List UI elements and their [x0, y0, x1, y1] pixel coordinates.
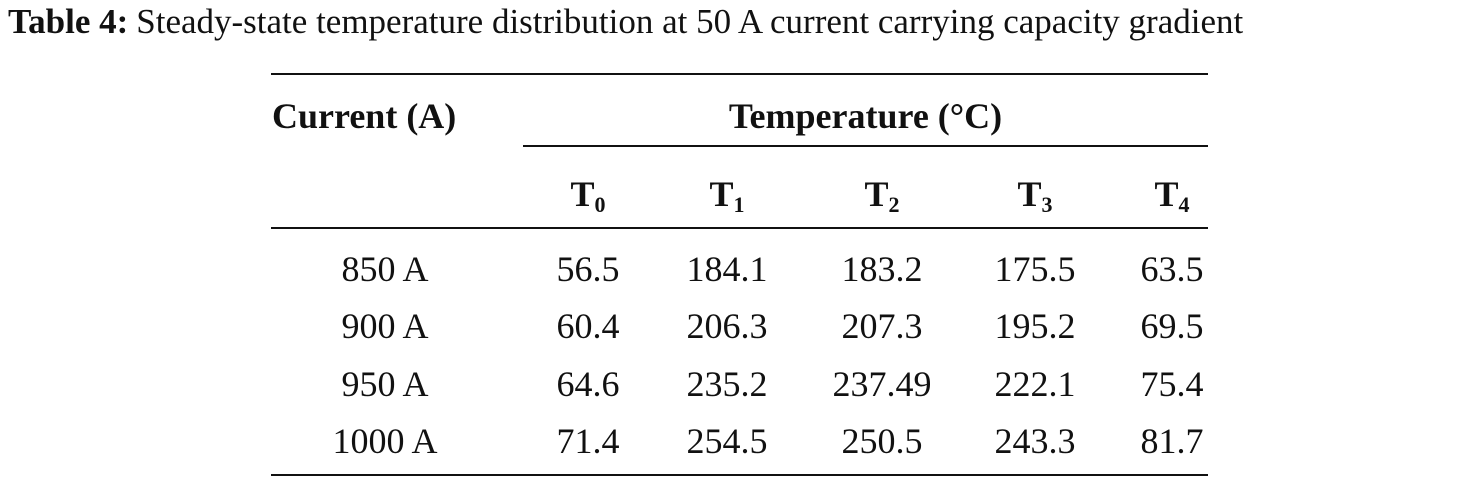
header-rule	[271, 227, 1208, 229]
column-header: T0	[570, 174, 606, 217]
table-cell: 64.6	[556, 364, 620, 404]
table-cell: 81.7	[1140, 421, 1204, 461]
row-header: Current (A)	[272, 96, 457, 136]
table-cell: 183.2	[841, 249, 923, 289]
table-cell: 184.1	[686, 249, 768, 289]
table-cell: 207.3	[841, 306, 923, 346]
table-cell: 243.3	[994, 421, 1076, 461]
table-cell: 235.2	[686, 364, 768, 404]
table-cell: 206.3	[686, 306, 768, 346]
caption-label: Table 4:	[8, 2, 129, 41]
group-rule	[523, 145, 1208, 147]
current-cell: 850 A	[341, 249, 429, 289]
table-cell: 56.5	[556, 249, 620, 289]
column-header: T1	[709, 174, 745, 217]
column-header: T3	[1017, 174, 1053, 217]
caption-text: Steady-state temperature distribution at…	[136, 2, 1244, 41]
top-rule	[271, 73, 1208, 75]
table-cell: 222.1	[994, 364, 1076, 404]
table-cell: 69.5	[1140, 306, 1204, 346]
current-cell: 900 A	[341, 306, 429, 346]
group-header: Temperature (°C)	[728, 96, 1003, 136]
bottom-rule	[271, 474, 1208, 476]
table-caption: Table 4: Steady-state temperature distrib…	[8, 0, 1480, 44]
table-cell: 63.5	[1140, 249, 1204, 289]
table-cell: 75.4	[1140, 364, 1204, 404]
table-cell: 237.49	[832, 364, 932, 404]
table-cell: 60.4	[556, 306, 620, 346]
column-header: T2	[864, 174, 900, 217]
table-cell: 254.5	[686, 421, 768, 461]
table-cell: 195.2	[994, 306, 1076, 346]
current-cell: 1000 A	[332, 421, 438, 461]
table-cell: 71.4	[556, 421, 620, 461]
table-cell: 250.5	[841, 421, 923, 461]
table-cell: 175.5	[994, 249, 1076, 289]
column-header: T4	[1154, 174, 1190, 217]
current-cell: 950 A	[341, 364, 429, 404]
